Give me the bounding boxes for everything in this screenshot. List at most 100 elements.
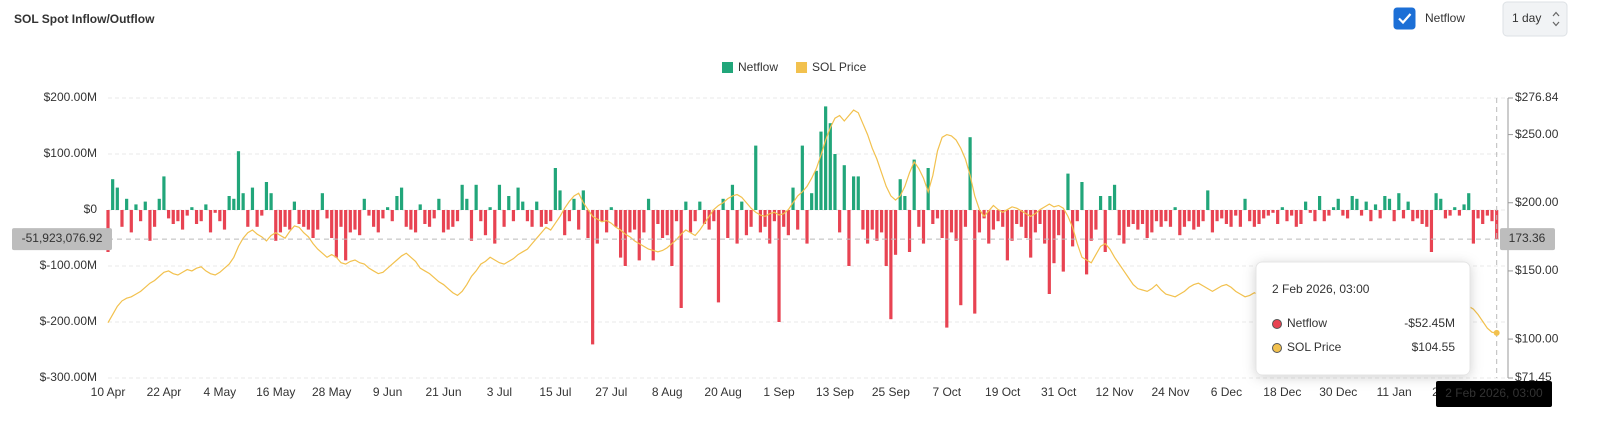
legend-swatch [722, 62, 733, 73]
legend-label[interactable]: Netflow [738, 60, 778, 74]
tooltip-value: -$52.45M [1404, 316, 1455, 330]
netflow-bar [362, 198, 366, 210]
netflow-bar [632, 210, 637, 230]
netflow-bar [180, 210, 185, 230]
netflow-bar [1308, 210, 1312, 213]
netflow-bar [1182, 210, 1187, 227]
netflow-bar [497, 184, 502, 210]
netflow-bar [1117, 210, 1121, 236]
netflow-bar [1313, 210, 1317, 222]
netflow-bar [619, 210, 623, 258]
netflow-bar [763, 210, 767, 227]
netflow-bar [134, 204, 138, 210]
netflow-bar [558, 190, 562, 210]
netflow-bar [125, 198, 129, 210]
netflow-bar [674, 210, 679, 222]
netflow-bar [129, 210, 133, 233]
netflow-bar [1010, 210, 1014, 241]
netflow-bar [334, 210, 338, 258]
tooltip-box [1255, 261, 1471, 376]
interval-value[interactable]: 1 day [1512, 11, 1541, 25]
netflow-bar [949, 210, 954, 233]
netflow-bar [432, 210, 436, 219]
netflow-bar [185, 210, 189, 216]
checkbox-label[interactable]: Netflow [1425, 11, 1465, 25]
netflow-bar [1411, 210, 1415, 222]
netflow-bar [232, 198, 236, 210]
x-tick-label: 3 Jul [487, 385, 512, 399]
netflow-bar [413, 210, 418, 233]
netflow-bar [1126, 210, 1131, 227]
x-tick-label: 12 Nov [1096, 385, 1134, 399]
netflow-checkbox[interactable] [1393, 7, 1416, 30]
netflow-bar [1140, 210, 1145, 224]
netflow-bar [772, 210, 776, 222]
netflow-bar [1094, 210, 1098, 230]
netflow-bar [791, 187, 795, 210]
netflow-bar [241, 193, 245, 210]
netflow-bar [194, 210, 199, 224]
y-tick-label: $-100.00M [40, 258, 97, 272]
netflow-bar [716, 210, 721, 303]
netflow-bar [306, 210, 310, 230]
netflow-bar [595, 210, 599, 244]
netflow-bar [525, 210, 529, 222]
interval-select[interactable] [1502, 1, 1568, 37]
netflow-bar [1373, 204, 1378, 210]
netflow-bar [702, 210, 707, 224]
netflow-bar [208, 210, 213, 233]
netflow-bar [605, 210, 609, 233]
checkmark [1398, 13, 1412, 25]
chart-title: SOL Spot Inflow/Outflow [14, 12, 155, 26]
netflow-bar [399, 187, 404, 210]
netflow-bar [344, 210, 348, 261]
netflow-bar [1276, 210, 1280, 224]
netflow-bar [553, 168, 557, 210]
netflow-bar [628, 210, 632, 233]
legend-label[interactable]: SOL Price [812, 60, 867, 74]
netflow-bar [744, 210, 749, 236]
x-tick-label: 21 Jun [426, 385, 462, 399]
netflow-bar [907, 210, 912, 252]
netflow-bar [786, 210, 790, 236]
netflow-bar [386, 207, 390, 210]
x-tick-label: 15 Jul [539, 385, 571, 399]
netflow-bar [1019, 210, 1023, 227]
netflow-bar [488, 207, 492, 210]
netflow-bar [865, 210, 870, 244]
netflow-bar [460, 184, 464, 210]
netflow-bar [115, 187, 119, 210]
netflow-bar [469, 210, 474, 241]
y2-tick-label: $250.00 [1515, 127, 1559, 141]
tooltip-dot [1272, 343, 1282, 353]
netflow-bar [1122, 210, 1126, 244]
netflow-bar [1485, 210, 1489, 216]
x-tick-label: 16 May [256, 385, 295, 399]
netflow-bar [991, 210, 995, 230]
netflow-bar [297, 210, 301, 224]
netflow-bar [325, 210, 329, 219]
netflow-bar [1304, 201, 1308, 210]
netflow-bar [870, 210, 874, 230]
netflow-bar [139, 210, 143, 222]
netflow-bar [544, 210, 548, 224]
crosshair-x-box [1436, 381, 1552, 407]
netflow-bar [1443, 210, 1448, 219]
netflow-bar [1387, 198, 1392, 210]
netflow-bar [1327, 210, 1331, 216]
netflow-bar [278, 210, 283, 233]
netflow-bar [768, 210, 772, 244]
netflow-bar [805, 210, 809, 244]
netflow-bar [1108, 196, 1112, 210]
netflow-bar [996, 210, 1000, 222]
x-tick-label: 18 Dec [1263, 385, 1301, 399]
netflow-bar [441, 210, 446, 233]
netflow-bar [502, 210, 506, 227]
netflow-bar [1271, 210, 1275, 213]
netflow-bar [893, 210, 898, 255]
netflow-bar [586, 210, 590, 238]
y2-tick-label: $276.84 [1515, 90, 1559, 104]
netflow-bar [903, 196, 907, 210]
netflow-bar [819, 131, 823, 210]
